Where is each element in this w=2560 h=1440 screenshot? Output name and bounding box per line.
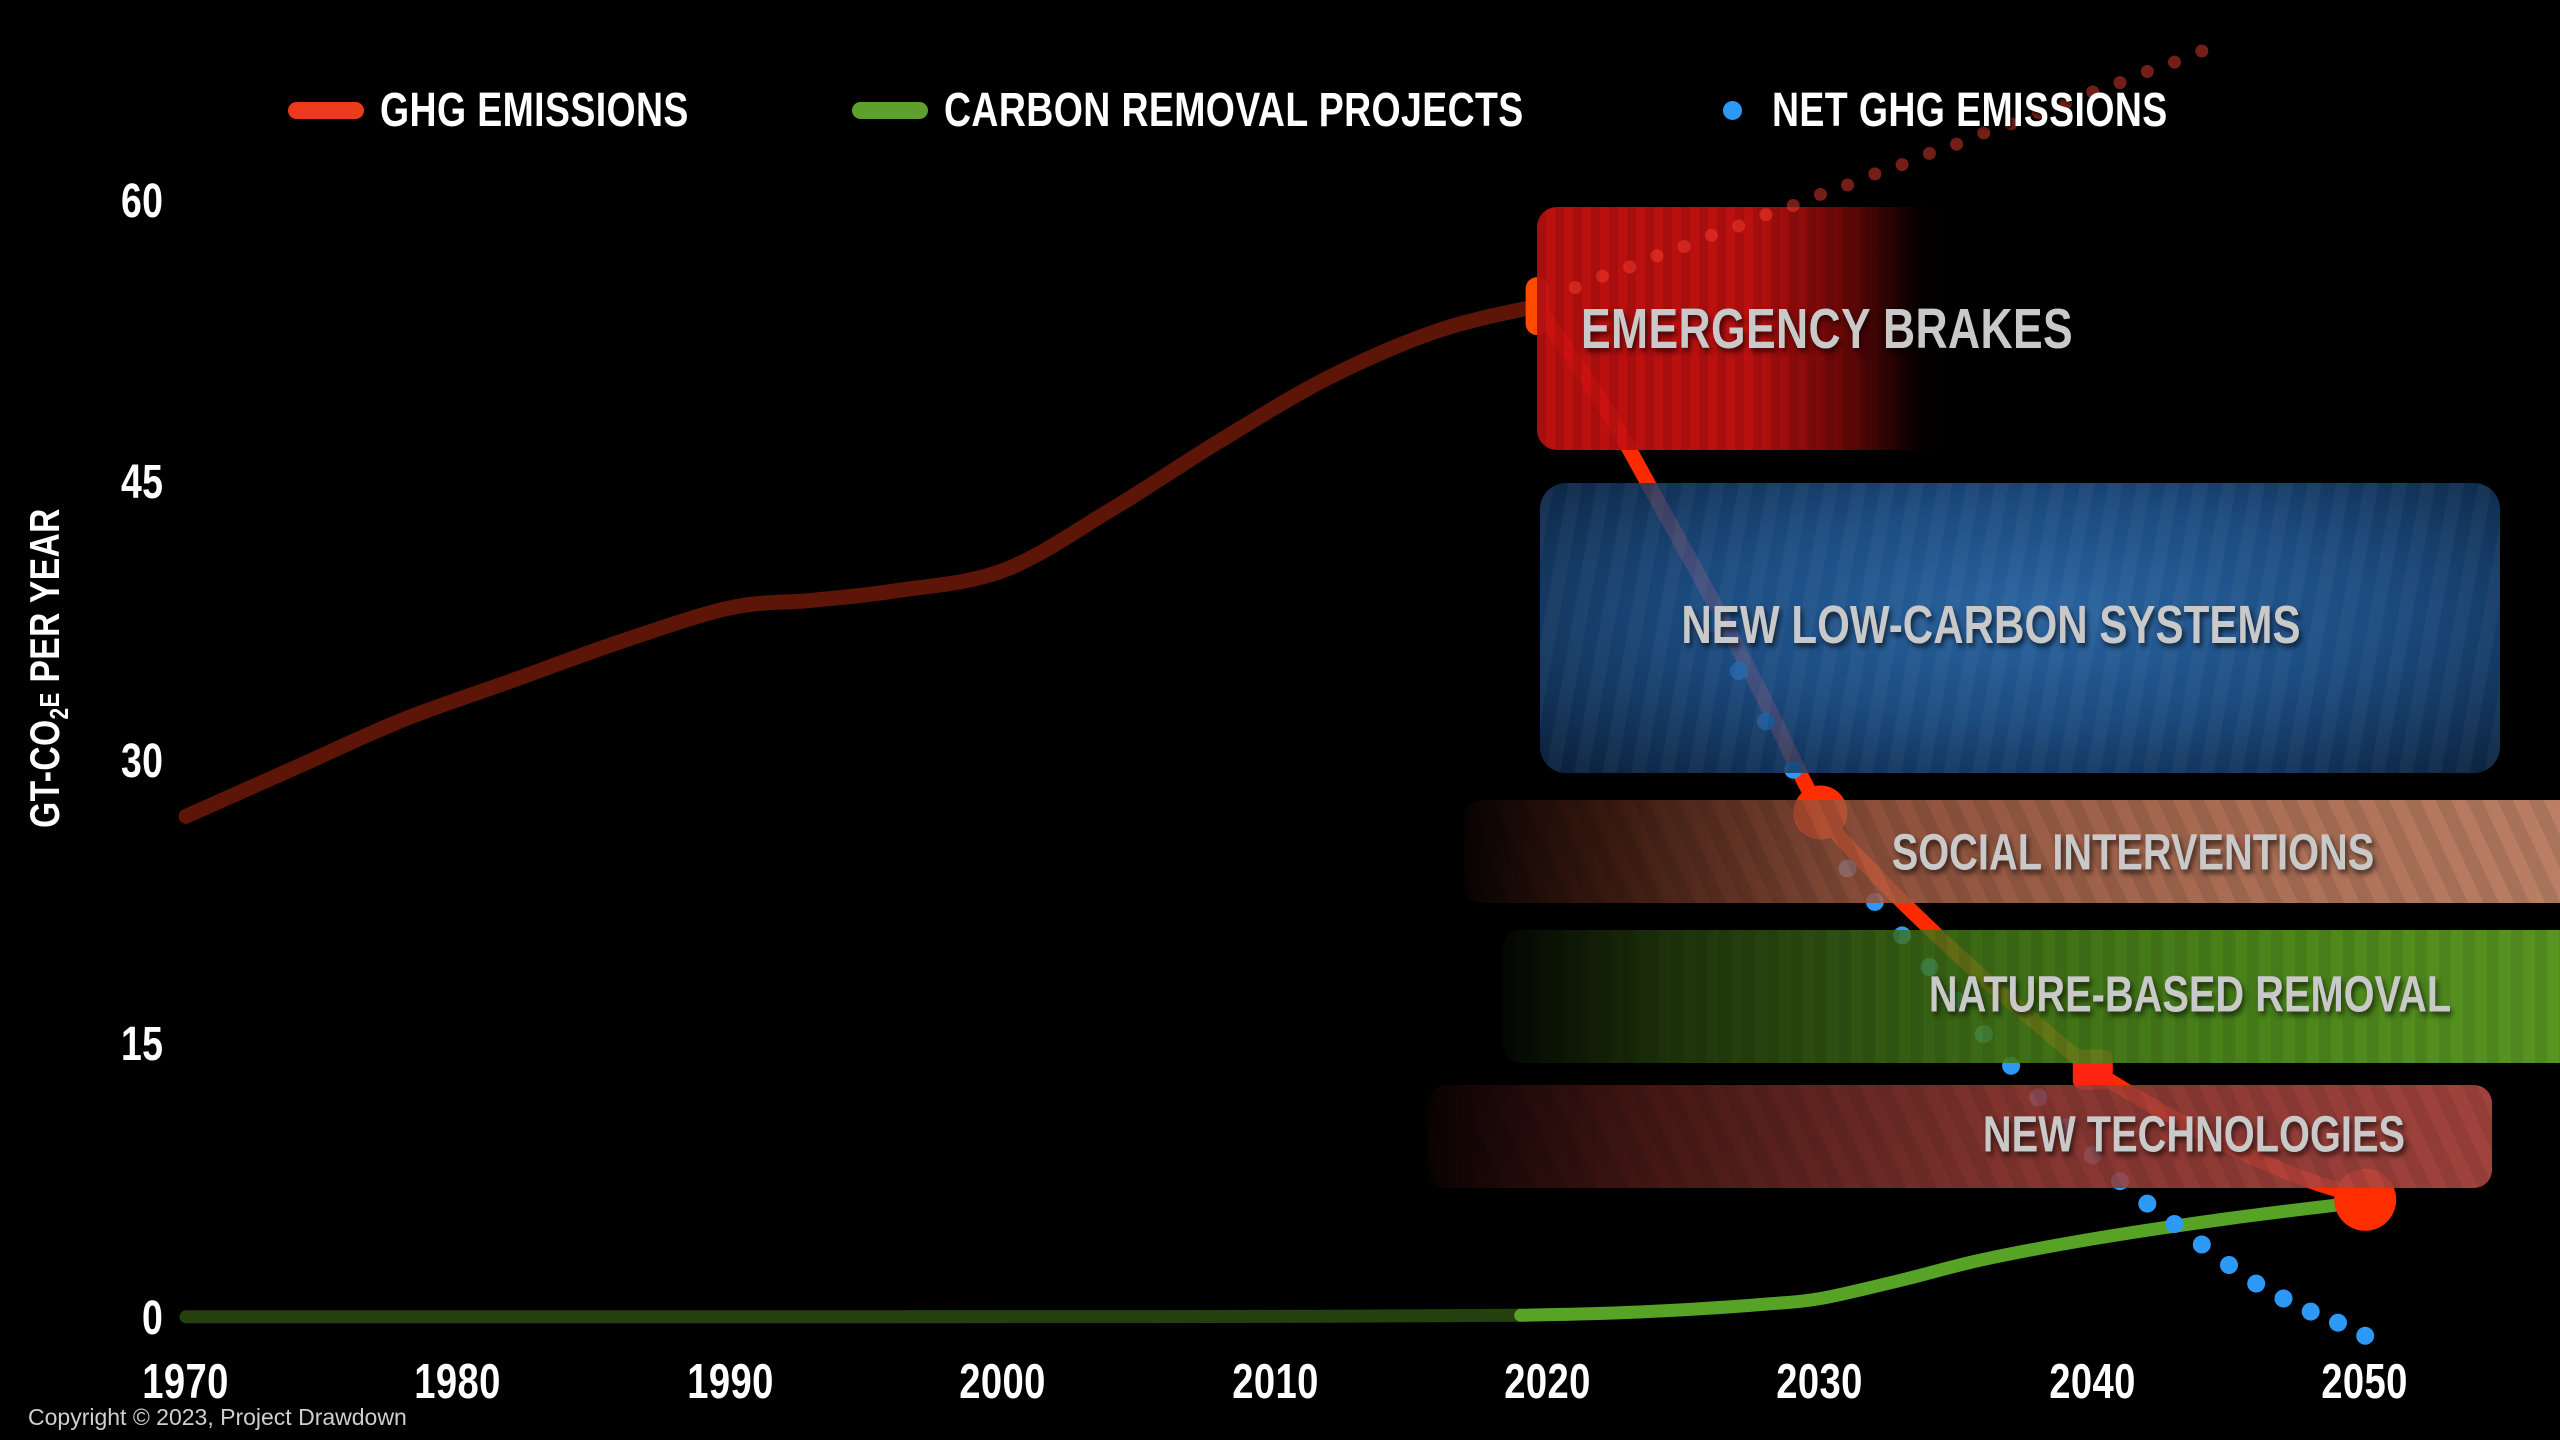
y-tick-30: 30 <box>120 735 163 788</box>
callout-social-interventions: SOCIAL INTERVENTIONS <box>1464 800 2560 903</box>
legend-item-ghg-emissions: GHG EMISSIONS <box>288 83 776 137</box>
x-tick-1990: 1990 <box>687 1355 775 1409</box>
net-ghg-dot-swatch-icon <box>1723 100 1742 120</box>
callout-new-technologies-label: NEW TECHNOLOGIES <box>1983 1105 2406 1163</box>
ghg-emissions-line-swatch-icon <box>288 101 364 119</box>
legend-label-carbon-removal-projects: CARBON REMOVAL PROJECTS <box>944 83 1524 137</box>
copyright-notice: Copyright © 2023, Project Drawdown <box>28 1404 407 1430</box>
x-tick-2020: 2020 <box>1504 1355 1592 1409</box>
carbon-removal-line-swatch-icon <box>852 101 928 119</box>
callout-nature-based-removal-label: NATURE-BASED REMOVAL <box>1928 965 2452 1023</box>
y-tick-45: 45 <box>120 456 163 509</box>
callout-new-low-carbon-systems: NEW LOW-CARBON SYSTEMS <box>1540 483 2500 773</box>
legend-label-ghg-emissions: GHG EMISSIONS <box>380 83 689 137</box>
legend-item-net-ghg-emissions: NET GHG EMISSIONS <box>1709 83 2279 137</box>
x-tick-2050: 2050 <box>2321 1355 2409 1409</box>
y-tick-15: 15 <box>120 1018 163 1071</box>
legend-item-carbon-removal-projects: CARBON REMOVAL PROJECTS <box>852 83 1687 137</box>
callout-social-interventions-label: SOCIAL INTERVENTIONS <box>1891 823 2374 880</box>
callout-new-low-carbon-systems-label: NEW LOW-CARBON SYSTEMS <box>1681 595 2301 656</box>
callout-emergency-brakes: EMERGENCY BRAKES <box>1537 207 2073 450</box>
callout-new-technologies: NEW TECHNOLOGIES <box>1428 1085 2492 1188</box>
legend-label-net-ghg-emissions: NET GHG EMISSIONS <box>1772 83 2168 137</box>
x-tick-1980: 1980 <box>414 1355 502 1409</box>
y-tick-0: 0 <box>141 1292 163 1345</box>
x-tick-2030: 2030 <box>1776 1355 1864 1409</box>
x-tick-2010: 2010 <box>1232 1355 1320 1409</box>
x-tick-1970: 1970 <box>142 1355 230 1409</box>
callout-emergency-brakes-label: EMERGENCY BRAKES <box>1581 296 2074 361</box>
x-tick-2000: 2000 <box>959 1355 1047 1409</box>
y-tick-60: 60 <box>120 175 163 228</box>
callout-nature-based-removal: NATURE-BASED REMOVAL <box>1503 930 2560 1063</box>
x-tick-2040: 2040 <box>2049 1355 2137 1409</box>
